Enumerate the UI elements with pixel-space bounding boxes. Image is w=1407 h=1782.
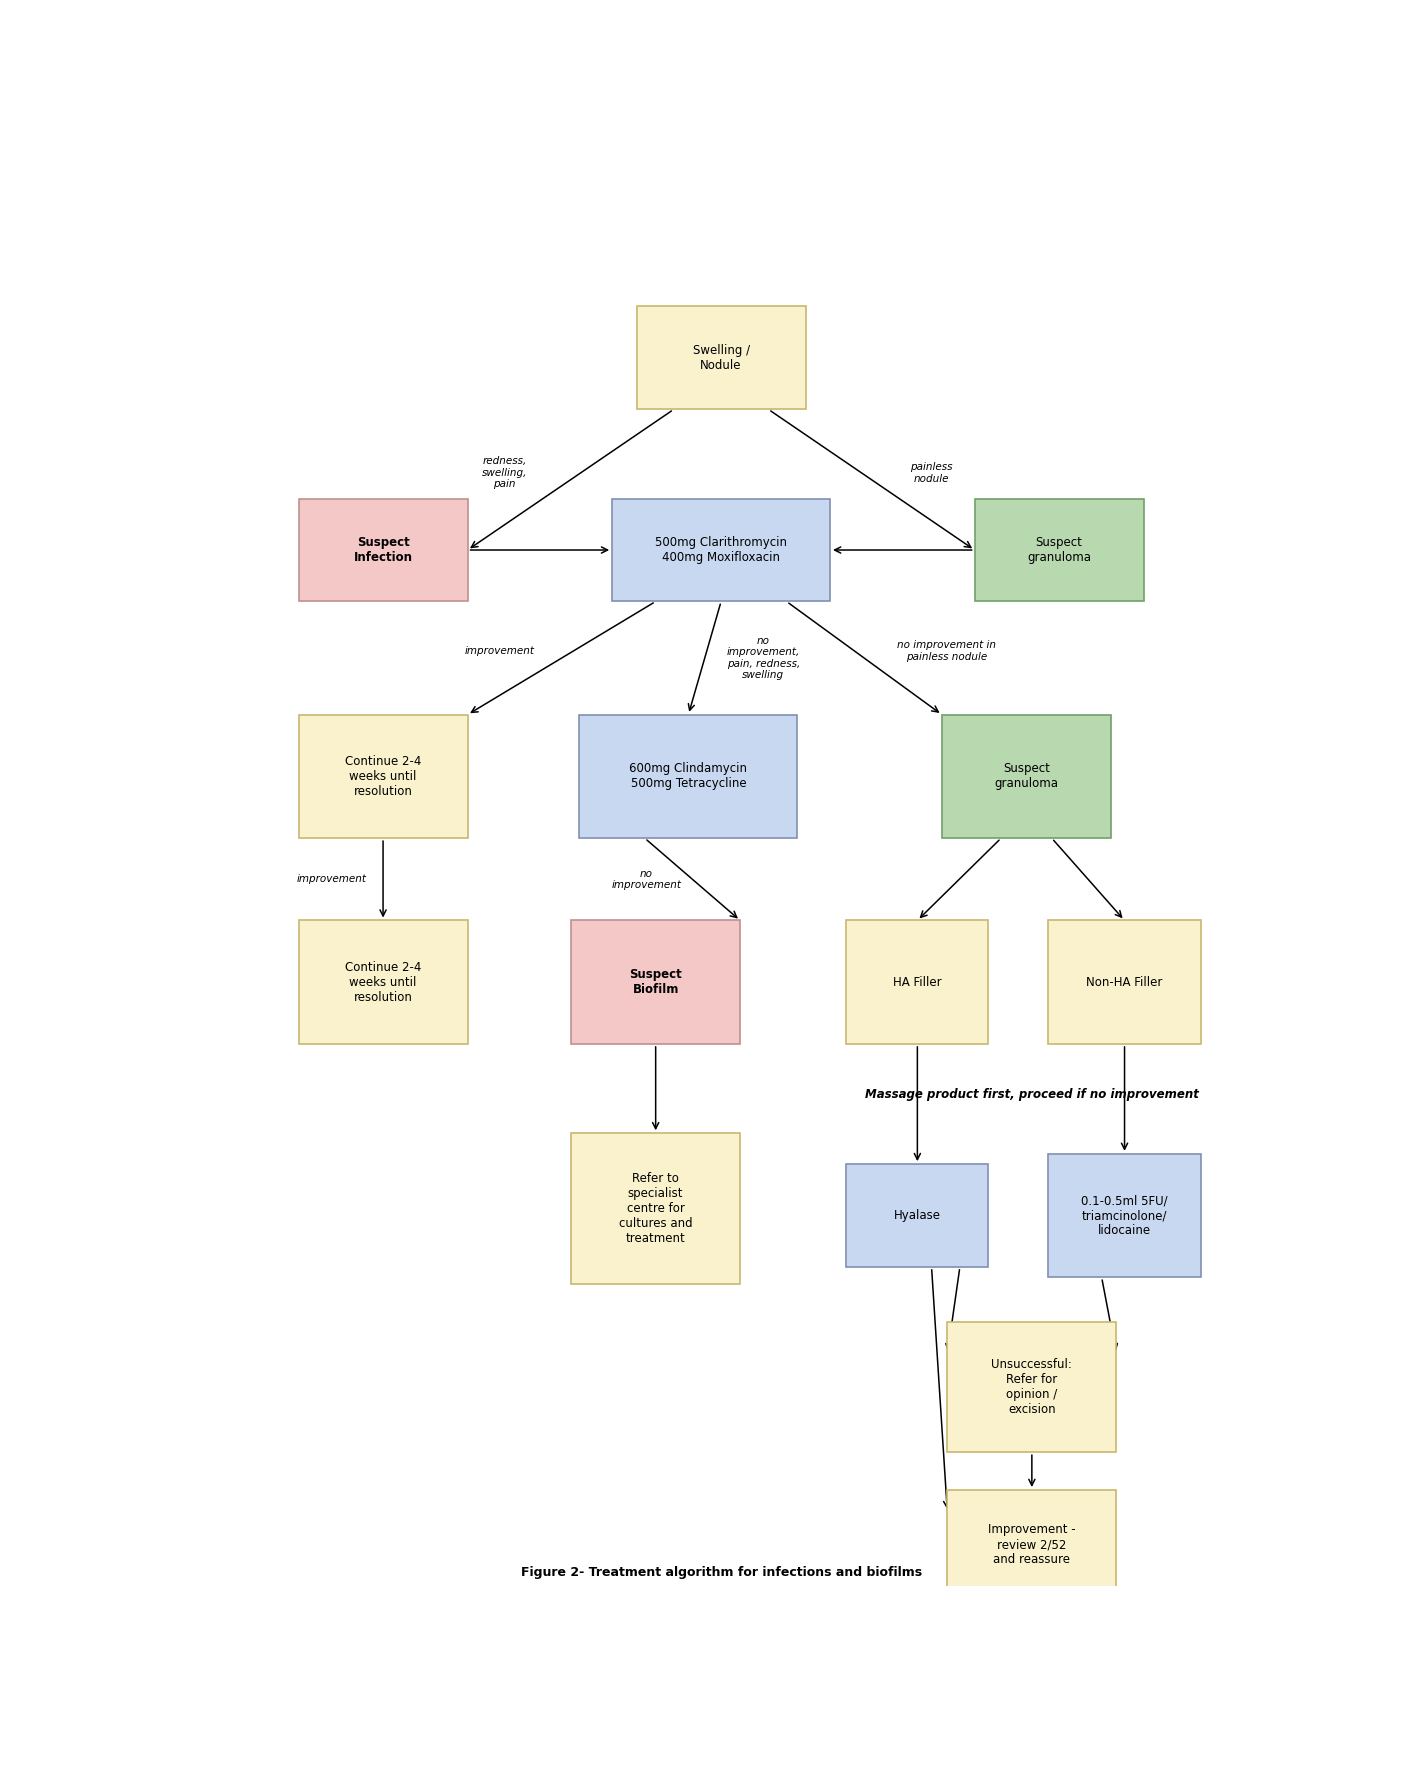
Text: Continue 2-4
weeks until
resolution: Continue 2-4 weeks until resolution — [345, 756, 421, 798]
Text: improvement: improvement — [297, 875, 367, 884]
Text: Suspect
granuloma: Suspect granuloma — [995, 763, 1058, 791]
Text: redness,
swelling,
pain: redness, swelling, pain — [481, 456, 528, 490]
FancyBboxPatch shape — [941, 715, 1112, 838]
FancyBboxPatch shape — [847, 921, 988, 1044]
Text: no
improvement,
pain, redness,
swelling: no improvement, pain, redness, swelling — [726, 636, 799, 681]
FancyBboxPatch shape — [975, 499, 1144, 602]
Text: Refer to
specialist
centre for
cultures and
treatment: Refer to specialist centre for cultures … — [619, 1173, 692, 1246]
FancyBboxPatch shape — [947, 1322, 1116, 1452]
FancyBboxPatch shape — [571, 921, 740, 1044]
Text: Continue 2-4
weeks until
resolution: Continue 2-4 weeks until resolution — [345, 960, 421, 1003]
Text: improvement: improvement — [464, 647, 535, 656]
FancyBboxPatch shape — [298, 499, 467, 602]
Text: 0.1-0.5ml 5FU/
triamcinolone/
lidocaine: 0.1-0.5ml 5FU/ triamcinolone/ lidocaine — [1081, 1194, 1168, 1237]
Text: Swelling /
Nodule: Swelling / Nodule — [692, 344, 750, 372]
FancyBboxPatch shape — [580, 715, 798, 838]
FancyBboxPatch shape — [1048, 1153, 1202, 1278]
Text: Suspect
granuloma: Suspect granuloma — [1027, 536, 1090, 565]
FancyBboxPatch shape — [847, 1164, 988, 1267]
Text: painless
nodule: painless nodule — [910, 462, 953, 483]
Text: Non-HA Filler: Non-HA Filler — [1086, 977, 1162, 989]
Text: Hyalase: Hyalase — [893, 1208, 941, 1222]
Text: 500mg Clarithromycin
400mg Moxifloxacin: 500mg Clarithromycin 400mg Moxifloxacin — [656, 536, 787, 565]
FancyBboxPatch shape — [298, 921, 467, 1044]
Text: Massage product first, proceed if no improvement: Massage product first, proceed if no imp… — [865, 1089, 1199, 1101]
Text: no improvement in
painless nodule: no improvement in painless nodule — [896, 640, 996, 661]
Text: Improvement -
review 2/52
and reassure: Improvement - review 2/52 and reassure — [988, 1524, 1076, 1566]
Text: HA Filler: HA Filler — [893, 977, 941, 989]
Text: 600mg Clindamycin
500mg Tetracycline: 600mg Clindamycin 500mg Tetracycline — [629, 763, 747, 791]
Text: Suspect
Infection: Suspect Infection — [353, 536, 412, 565]
Text: Suspect
Biofilm: Suspect Biofilm — [629, 968, 682, 996]
Text: no
improvement: no improvement — [612, 868, 681, 891]
Text: Unsuccessful:
Refer for
opinion /
excision: Unsuccessful: Refer for opinion / excisi… — [992, 1358, 1072, 1417]
FancyBboxPatch shape — [1048, 921, 1202, 1044]
FancyBboxPatch shape — [298, 715, 467, 838]
FancyBboxPatch shape — [571, 1133, 740, 1285]
Text: Figure 2- Treatment algorithm for infections and biofilms: Figure 2- Treatment algorithm for infect… — [521, 1566, 922, 1579]
FancyBboxPatch shape — [636, 307, 806, 410]
FancyBboxPatch shape — [947, 1490, 1116, 1600]
FancyBboxPatch shape — [612, 499, 830, 602]
